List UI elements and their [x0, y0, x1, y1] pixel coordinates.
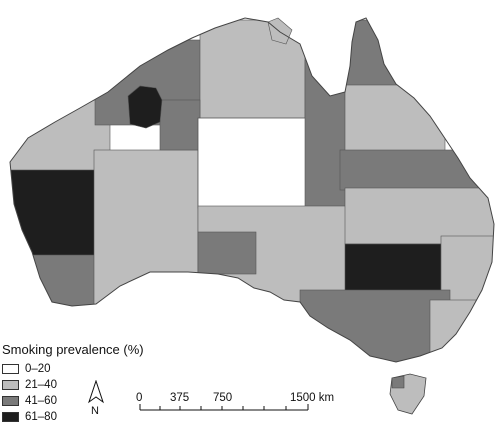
- region-west-coast: [10, 99, 111, 181]
- scale-label-1500: 1500 km: [290, 392, 335, 404]
- region-se-corner: [429, 299, 494, 362]
- legend-label: 41–60: [25, 395, 57, 407]
- legend-item: 0–20: [2, 361, 177, 377]
- north-arrow-icon: [88, 380, 104, 404]
- region-wa-southwest: [10, 169, 97, 259]
- scale-label-375: 375: [170, 392, 190, 404]
- scale-label-0: 0: [136, 392, 143, 404]
- region-tasmania-nw: [391, 375, 405, 389]
- legend-swatch: [2, 364, 19, 374]
- legend-label: 21–40: [25, 379, 57, 391]
- map-legend: Smoking prevalence (%) 0–20 21–40 41–60 …: [2, 342, 177, 425]
- region-wa-south: [19, 254, 101, 316]
- north-label: N: [91, 405, 99, 417]
- legend-item: 21–40: [2, 377, 177, 393]
- legend-item: 61–80: [2, 409, 177, 425]
- legend-swatch: [2, 412, 19, 422]
- legend-item: 41–60: [2, 393, 177, 409]
- region-wa-interior: [93, 149, 199, 311]
- coastline: [9, 17, 495, 363]
- scale-bar: [139, 404, 309, 411]
- legend-swatch: [2, 380, 19, 390]
- legend-swatch: [2, 396, 19, 406]
- region-qld-central: [344, 84, 446, 161]
- region-nsw-north: [344, 187, 494, 245]
- region-nsw-west: [344, 243, 442, 295]
- map-regions: [10, 19, 494, 362]
- region-central-nt: [197, 117, 309, 209]
- region-sa-west: [197, 231, 257, 275]
- region-nt-west: [159, 99, 201, 151]
- region-kimberley-dark: [127, 85, 163, 129]
- scale-label-750: 750: [213, 392, 233, 404]
- legend-label: 61–80: [25, 411, 57, 423]
- region-victoria: [299, 289, 451, 362]
- legend-label: 0–20: [25, 363, 51, 375]
- legend-title: Smoking prevalence (%): [2, 342, 144, 357]
